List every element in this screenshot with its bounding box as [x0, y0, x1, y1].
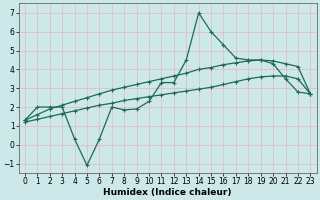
X-axis label: Humidex (Indice chaleur): Humidex (Indice chaleur) — [103, 188, 232, 197]
